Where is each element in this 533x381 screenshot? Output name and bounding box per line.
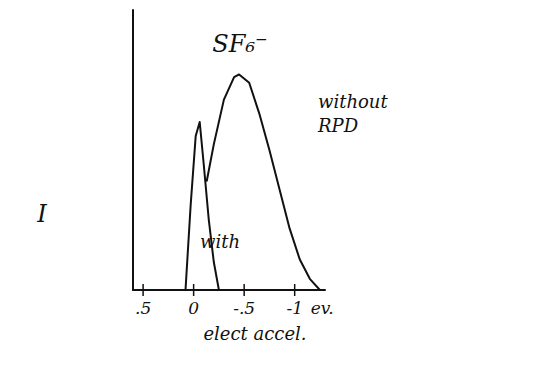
x-tick: [294, 284, 296, 296]
series-label: without RPD: [317, 91, 388, 136]
x-tick: [142, 284, 144, 296]
x-tick: [193, 284, 195, 296]
x-tick-label: .5: [135, 298, 151, 318]
series-label-part: without: [318, 91, 388, 112]
series-label: with: [200, 231, 240, 252]
series-line: [186, 122, 219, 290]
annotation: ev.: [311, 298, 334, 318]
x-tick: [243, 284, 245, 296]
series-label-part: with: [200, 231, 240, 252]
y-axis-label: I: [36, 200, 47, 228]
x-tick-label: -1: [286, 298, 303, 318]
x-tick-label: -.5: [233, 298, 255, 318]
title: SF₆⁻: [212, 30, 267, 58]
series-line: [207, 74, 320, 290]
x-axis-label: elect accel.: [203, 323, 306, 344]
y-axis: [132, 10, 134, 290]
data-group: [186, 74, 320, 290]
x-axis: [133, 289, 325, 291]
series-label-part: RPD: [317, 115, 359, 136]
x-tick-label: 0: [188, 298, 199, 318]
chart: .50-.5-1ev.elect accel.ISF₆⁻withoutRPDwi…: [0, 0, 533, 381]
